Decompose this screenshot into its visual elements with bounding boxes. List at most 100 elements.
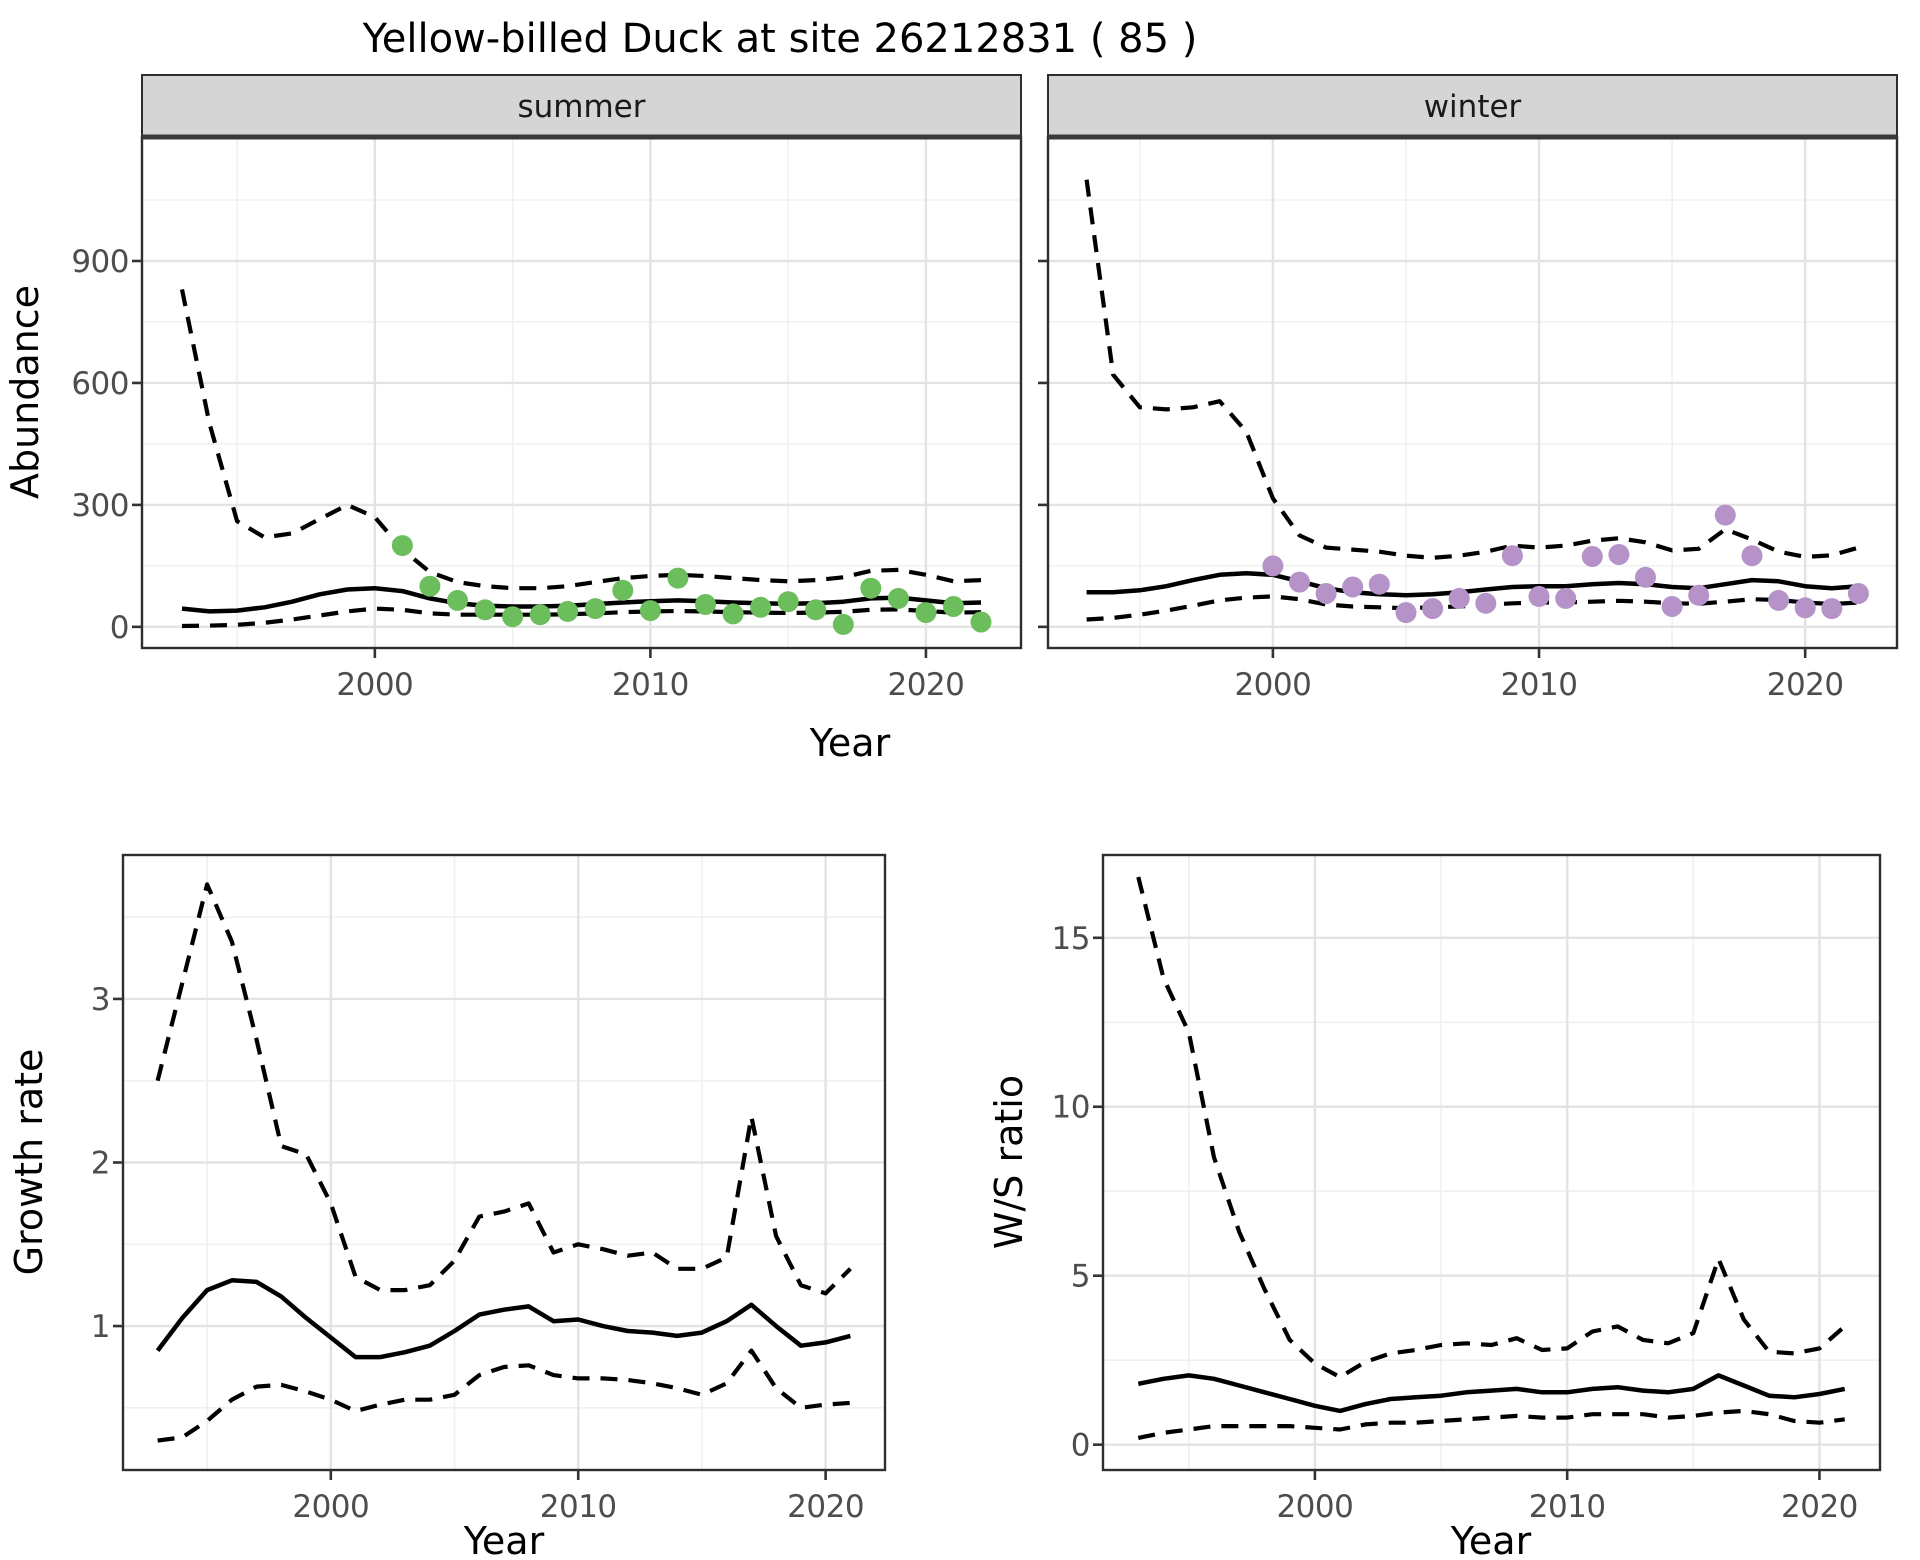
ws-ratio-upper_ci-line xyxy=(1136,876,1847,1380)
abundance-winter-point xyxy=(1794,597,1816,619)
abundance-winter-point xyxy=(1714,504,1736,526)
y-tick-label: 1 xyxy=(91,1309,110,1345)
x-tick-label: 2000 xyxy=(1234,667,1311,703)
ws-ratio-lower_ci-line xyxy=(1137,1408,1845,1440)
abundance-winter-point xyxy=(1475,592,1497,614)
abundance-summer-point xyxy=(419,575,441,597)
abundance-winter-point xyxy=(1422,598,1444,620)
abundance-winter-lower_ci-line xyxy=(1086,594,1859,622)
abundance-winter-point xyxy=(1315,583,1337,604)
abundance-summer-point xyxy=(777,591,799,613)
abundance-summer-point xyxy=(887,587,909,609)
y-tick-label: 600 xyxy=(71,366,129,402)
abundance-summer-lower_ci-line xyxy=(181,606,982,629)
abundance-winter-point xyxy=(1741,545,1763,567)
abundance-winter-point xyxy=(1368,573,1390,595)
y-tick-label: 15 xyxy=(1052,921,1090,957)
abundance-winter-background xyxy=(1048,137,1897,648)
abundance-winter-point xyxy=(1342,576,1364,598)
y-tick-label: 10 xyxy=(1052,1090,1090,1126)
ws-ratio-background xyxy=(1103,855,1880,1470)
abundance-summer-point xyxy=(639,600,661,622)
abundance-winter-point xyxy=(1635,566,1656,588)
x-tick-label: 2000 xyxy=(1276,1489,1353,1525)
y-tick-label: 300 xyxy=(71,488,129,524)
abundance-summer-point xyxy=(447,589,468,611)
chart-title: Yellow-billed Duck at site 26212831 ( 85… xyxy=(362,16,1198,62)
abundance-summer-point xyxy=(391,535,413,557)
y-tick-label: 0 xyxy=(110,610,129,646)
facet-strip-label: winter xyxy=(1424,89,1522,125)
abundance-winter-point xyxy=(1289,571,1310,593)
growth-rate-mean-line xyxy=(155,1278,851,1360)
x-tick-label: 2010 xyxy=(612,667,689,703)
abundance-summer-point xyxy=(970,611,992,633)
x-axis-title: Year xyxy=(463,1519,545,1560)
abundance-summer-point xyxy=(529,604,551,626)
abundance-winter-point xyxy=(1608,544,1630,565)
abundance-summer-point xyxy=(612,579,634,601)
abundance-summer-point xyxy=(502,606,524,628)
ws-ratio-mean-line xyxy=(1137,1373,1846,1414)
x-tick-label: 2020 xyxy=(1781,1489,1858,1525)
abundance-winter-point xyxy=(1847,583,1869,604)
abundance-winter-point xyxy=(1555,587,1577,609)
abundance-winter-point xyxy=(1395,602,1417,624)
x-tick-label: 2020 xyxy=(1767,667,1844,703)
ws-ratio-border xyxy=(1101,853,1882,1472)
abundance-summer-point xyxy=(943,596,964,617)
abundance-winter-point xyxy=(1448,587,1470,609)
abundance-summer-point xyxy=(584,598,606,620)
abundance-summer-point xyxy=(805,599,827,621)
abundance-winter-point xyxy=(1821,598,1843,620)
abundance-winter-panel: 2000 2010 2020 winter xyxy=(1038,74,1899,703)
abundance-summer-point xyxy=(474,599,496,621)
facet-strip-label: summer xyxy=(517,89,645,125)
abundance-summer-background xyxy=(142,137,1021,648)
abundance-summer-point xyxy=(860,577,882,599)
abundance-winter-data xyxy=(1084,179,1869,624)
abundance-winter-upper_ci-line xyxy=(1084,179,1859,560)
abundance-summer-data xyxy=(179,288,992,635)
ws-ratio-panel: 2000 2010 2020 0 5 10 15 xyxy=(1052,853,1882,1525)
growth-rate-lower_ci-line xyxy=(157,1348,851,1443)
y-tick-label: 5 xyxy=(1071,1259,1090,1295)
abundance-winter-point xyxy=(1528,585,1550,607)
abundance-summer-mean-line xyxy=(181,585,982,614)
abundance-winter-point xyxy=(1581,546,1603,567)
y-axis-title: Growth rate xyxy=(7,1049,51,1276)
x-axis-title: Year xyxy=(809,721,891,765)
y-axis-title: W/S ratio xyxy=(987,1075,1031,1249)
abundance-summer-panel: 2000 2010 2020 0 300 600 900 summer xyxy=(71,74,1023,703)
ws-ratio-data xyxy=(1136,876,1847,1440)
y-tick-label: 2 xyxy=(91,1146,110,1182)
abundance-summer-point xyxy=(557,600,579,622)
growth-rate-data xyxy=(155,882,852,1443)
x-axis-title: Year xyxy=(1450,1519,1532,1560)
y-tick-label: 3 xyxy=(91,982,110,1018)
abundance-summer-point xyxy=(695,594,716,615)
abundance-summer-point xyxy=(915,602,937,624)
growth-rate-upper_ci-line xyxy=(155,882,852,1296)
abundance-summer-point xyxy=(832,613,854,635)
x-tick-label: 2000 xyxy=(292,1489,369,1525)
facet-strip xyxy=(1047,74,1898,138)
abundance-winter-point xyxy=(1688,584,1710,606)
abundance-summer-point xyxy=(750,596,772,618)
abundance-winter-point xyxy=(1501,545,1523,567)
abundance-summer-point xyxy=(722,603,744,625)
abundance-summer-point xyxy=(667,567,689,589)
abundance-winter-point xyxy=(1661,596,1683,617)
abundance-winter-point xyxy=(1262,555,1284,577)
abundance-winter-point xyxy=(1768,589,1790,611)
abundance-summer-upper_ci-line xyxy=(179,288,982,591)
x-tick-label: 2010 xyxy=(1501,667,1578,703)
x-tick-label: 2010 xyxy=(1529,1489,1606,1525)
x-tick-label: 2000 xyxy=(336,667,413,703)
abundance-winter-mean-line xyxy=(1086,570,1859,598)
x-tick-label: 2020 xyxy=(787,1489,864,1525)
y-tick-label: 0 xyxy=(1071,1428,1090,1464)
y-tick-label: 900 xyxy=(71,244,129,280)
